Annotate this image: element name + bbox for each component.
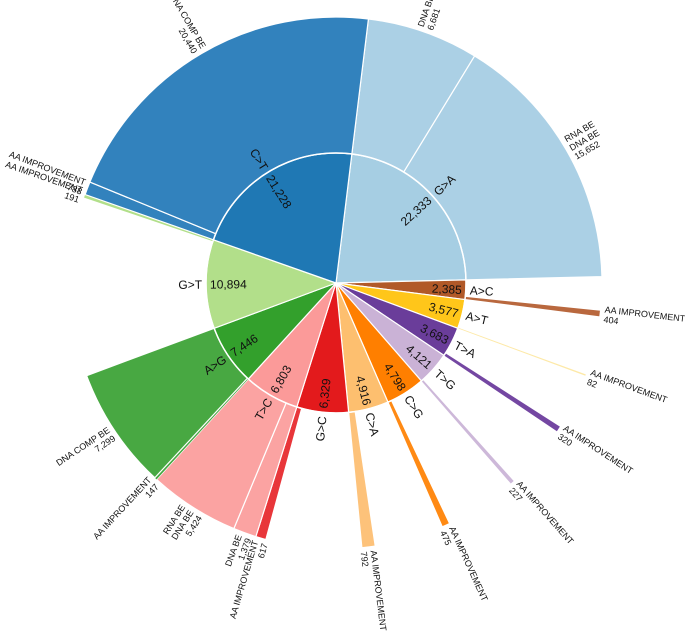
- outer-segment-g-to-t-0[interactable]: [84, 194, 214, 242]
- inner-value-g-to-c: 6,329: [316, 377, 333, 409]
- inner-name-c-to-a: C>A: [362, 411, 382, 437]
- outer-segment-a-to-t-0[interactable]: [457, 327, 586, 376]
- outer-label-a-to-g-0: AA IMPROVEMENT147: [91, 475, 161, 548]
- inner-name-g-to-c: G>C: [313, 415, 330, 442]
- inner-value-g-to-t: 10,894: [210, 277, 247, 291]
- outer-segment-c-to-g-0[interactable]: [387, 399, 451, 528]
- outer-label-t-to-a-0: AA IMPROVEMENT320: [556, 423, 635, 484]
- outer-label-c-to-t-1: DNA COMP BE20,440: [159, 0, 208, 55]
- outer-label-c-to-a-0: AA IMPROVEMENT792: [359, 550, 389, 633]
- outer-ring: [84, 16, 603, 549]
- inner-name-t-to-g: T>G: [432, 367, 459, 393]
- outer-segment-t-to-g-0[interactable]: [421, 379, 514, 484]
- outer-label-c-to-g-0: AA IMPROVEMENT475: [438, 525, 490, 607]
- inner-value-a-to-c: 2,385: [431, 282, 462, 298]
- inner-name-g-to-t: G>T: [178, 278, 202, 292]
- inner-name-t-to-a: T>A: [452, 338, 478, 361]
- outer-label-a-to-t-0: AA IMPROVEMENT82: [586, 368, 669, 415]
- outer-segment-a-to-g-0[interactable]: [154, 378, 249, 480]
- ring-separator: [205, 152, 467, 414]
- outer-label-a-to-g-1: DNA COMP BE7,299: [54, 425, 117, 476]
- outer-segment-t-to-a-0[interactable]: [443, 353, 560, 432]
- inner-name-c-to-g: C>G: [401, 393, 426, 422]
- inner-name-a-to-t: A>T: [464, 309, 490, 328]
- inner-name-a-to-c: A>C: [469, 284, 494, 299]
- outer-label-a-to-c-0: AA IMPROVEMENT404: [603, 305, 685, 334]
- outer-label-t-to-g-0: AA IMPROVEMENT227: [507, 479, 576, 553]
- outer-label-g-to-a-0: DNA BE6,681: [416, 0, 446, 31]
